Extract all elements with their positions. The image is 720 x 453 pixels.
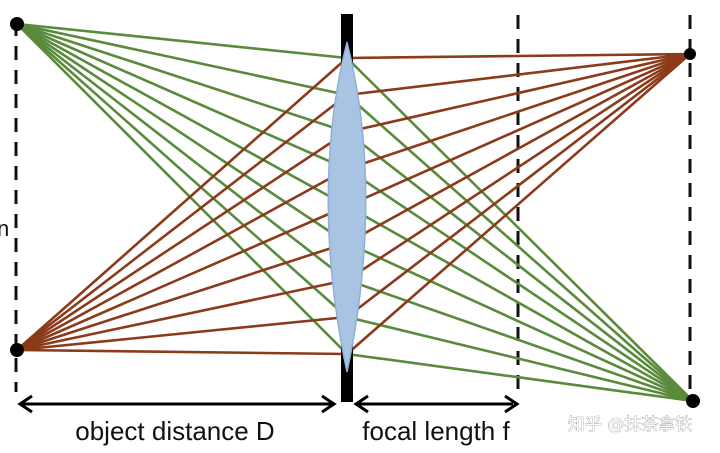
- brown-ray: [15, 315, 349, 352]
- green-ray: [345, 167, 695, 403]
- green-ray: [15, 22, 349, 282]
- brown-ray: [345, 52, 692, 60]
- green-ray: [15, 22, 349, 245]
- brown-ray: [345, 52, 692, 171]
- brown-ray: [15, 93, 349, 352]
- watermark-text: 知乎 @抹茶拿铁: [568, 414, 692, 435]
- focal-length-arrow: [353, 394, 520, 414]
- brown-ray: [15, 167, 349, 352]
- green-ray: [345, 241, 695, 403]
- green-ray: [15, 22, 349, 60]
- brown-ray: [345, 52, 692, 97]
- brown-ray: [345, 52, 692, 208]
- green-ray: [345, 204, 695, 403]
- brown-ray: [345, 52, 692, 245]
- green-ray: [15, 22, 349, 97]
- brown-ray: [345, 52, 692, 134]
- cropped-left-text: n: [0, 216, 9, 241]
- green-ray: [345, 130, 695, 403]
- green-ray: [345, 315, 695, 403]
- green-ray: [345, 352, 695, 403]
- brown-ray: [15, 278, 349, 352]
- green-ray: [15, 22, 349, 134]
- green-ray: [345, 56, 695, 403]
- convex-lens: [327, 41, 367, 373]
- object-point-top: [10, 17, 24, 31]
- green-ray: [15, 22, 349, 356]
- green-ray: [345, 278, 695, 403]
- green-ray-bundle: [15, 22, 695, 403]
- image-point-top: [684, 48, 696, 60]
- green-ray: [345, 93, 695, 403]
- green-ray: [15, 22, 349, 171]
- focal-length-label: focal length f: [362, 416, 510, 446]
- brown-ray: [15, 348, 349, 356]
- object-distance-label: object distance D: [75, 416, 274, 446]
- brown-ray: [15, 204, 349, 352]
- brown-ray: [345, 52, 692, 319]
- object-distance-arrow: [17, 394, 337, 414]
- image-point-bottom: [686, 394, 700, 408]
- green-ray: [15, 22, 349, 319]
- green-ray: [15, 22, 349, 208]
- brown-ray: [15, 130, 349, 352]
- brown-ray-bundle: [15, 52, 692, 356]
- brown-ray: [15, 241, 349, 352]
- brown-ray: [15, 56, 349, 352]
- brown-ray: [345, 52, 692, 356]
- object-point-bottom: [10, 343, 24, 357]
- brown-ray: [345, 52, 692, 282]
